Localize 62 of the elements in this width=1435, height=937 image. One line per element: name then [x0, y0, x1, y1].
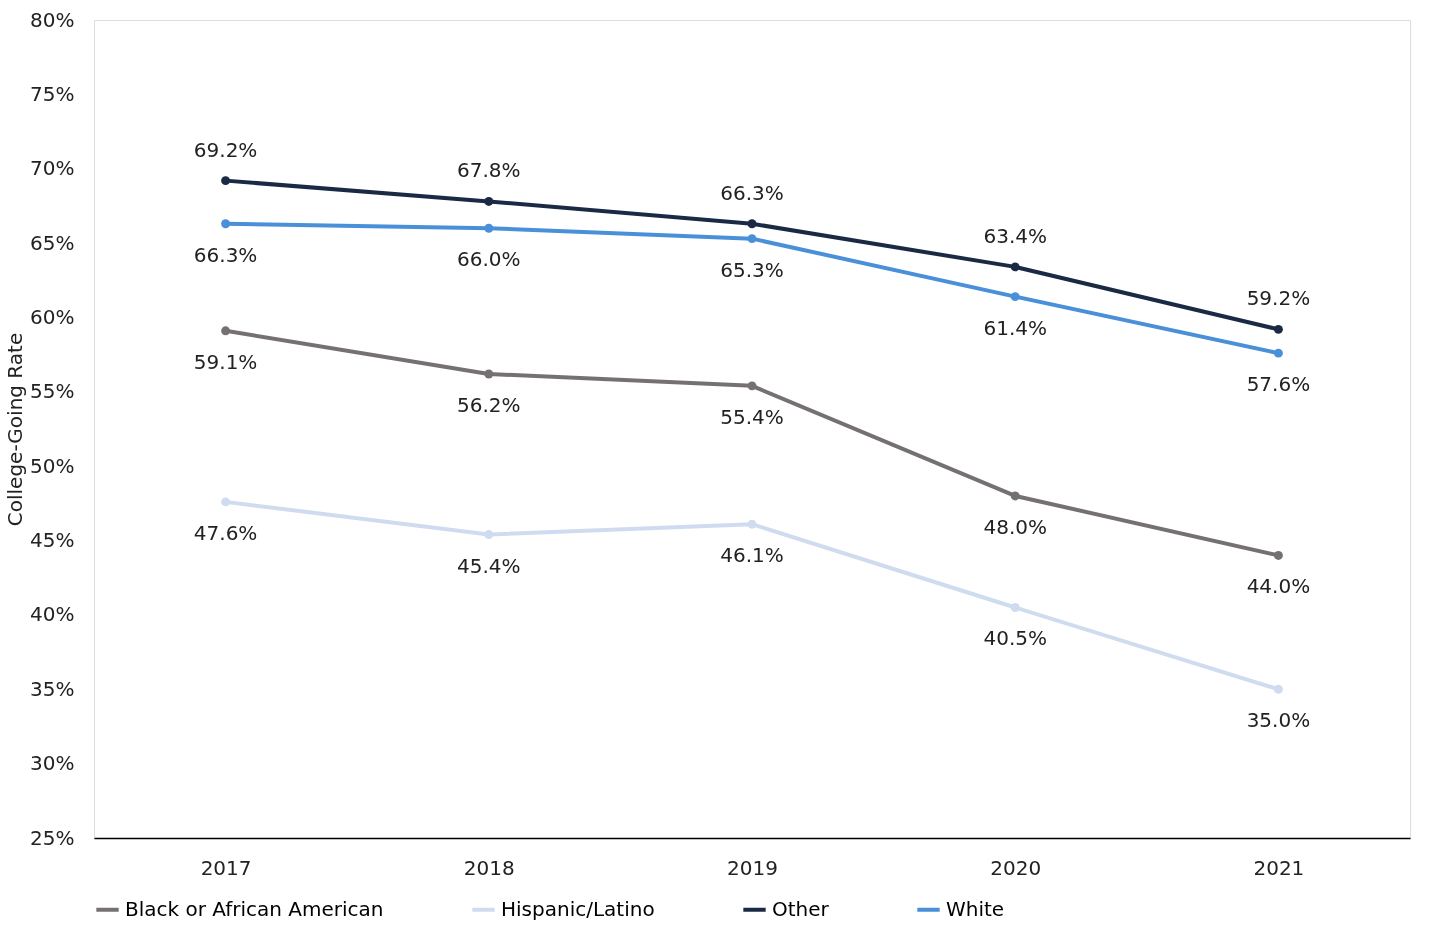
data-label: 66.0%	[457, 247, 521, 272]
x-tick-label: 2019	[727, 855, 778, 880]
point	[221, 176, 231, 186]
y-tick-label: 70%	[30, 156, 75, 181]
data-label: 44.0%	[1246, 574, 1311, 599]
y-axis-title: College-Going Rate	[3, 332, 28, 527]
legend-label: Other	[772, 896, 830, 921]
data-label: 67.8%	[457, 158, 521, 183]
point	[747, 219, 757, 229]
point	[1010, 292, 1020, 302]
point	[1273, 550, 1283, 560]
data-label: 56.2%	[457, 392, 521, 417]
y-tick-label: 30%	[30, 751, 75, 776]
point	[221, 219, 231, 229]
data-label: 59.1%	[193, 349, 258, 374]
data-label: 47.6%	[193, 520, 258, 545]
point	[1273, 348, 1283, 358]
data-label: 35.0%	[1246, 708, 1311, 733]
data-label: 61.4%	[983, 315, 1047, 340]
point	[484, 369, 494, 379]
point	[1010, 491, 1020, 501]
point	[1273, 324, 1283, 334]
point	[484, 196, 494, 206]
data-label: 63.4%	[983, 223, 1047, 248]
legend-label: Hispanic/Latino	[501, 896, 655, 921]
y-tick-label: 35%	[30, 676, 75, 701]
point	[484, 530, 494, 540]
point	[1010, 262, 1020, 272]
x-tick-label: 2017	[200, 855, 252, 880]
x-tick-label: 2018	[463, 855, 515, 880]
legend-label: White	[946, 896, 1005, 921]
y-tick-label: 25%	[30, 825, 75, 850]
x-tick-label: 2021	[1253, 855, 1305, 880]
point	[484, 223, 494, 233]
point	[221, 326, 231, 336]
x-tick-label: 2020	[990, 855, 1042, 880]
point	[1273, 684, 1283, 694]
data-label: 66.3%	[193, 242, 258, 267]
y-tick-label: 50%	[30, 453, 75, 478]
y-tick-label: 45%	[30, 528, 75, 553]
data-label: 57.6%	[1246, 372, 1311, 397]
y-tick-label: 65%	[30, 230, 75, 255]
y-tick-label: 40%	[30, 602, 75, 627]
data-label: 59.2%	[1246, 286, 1311, 311]
y-tick-label: 60%	[30, 304, 75, 329]
data-label: 45.4%	[457, 553, 521, 578]
point	[747, 519, 757, 529]
y-tick-label: 80%	[30, 7, 75, 32]
y-tick-label: 75%	[30, 81, 75, 106]
data-label: 48.0%	[983, 514, 1047, 539]
legend-label: Black or African American	[125, 896, 384, 921]
point	[1010, 603, 1020, 612]
data-label: 46.1%	[720, 543, 784, 568]
point	[747, 234, 757, 244]
data-label: 66.3%	[720, 180, 784, 205]
data-label: 55.4%	[720, 404, 784, 429]
data-label: 40.5%	[983, 626, 1047, 651]
point	[221, 497, 231, 507]
data-label: 65.3%	[720, 257, 784, 282]
data-label: 69.2%	[193, 137, 258, 162]
y-tick-label: 55%	[30, 379, 75, 404]
point	[747, 381, 757, 391]
